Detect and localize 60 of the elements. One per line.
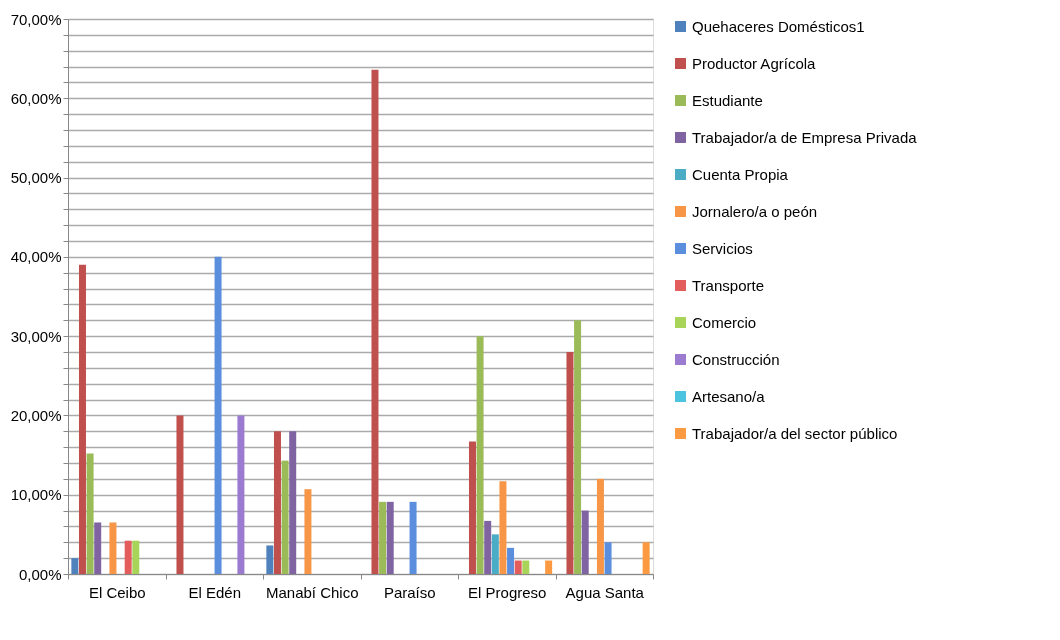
bar	[176, 415, 184, 574]
bar	[109, 522, 117, 574]
bar	[507, 547, 515, 574]
legend-label: Comercio	[692, 313, 757, 331]
bar	[237, 415, 245, 574]
bar	[604, 542, 612, 574]
y-tick-label: 50,00%	[10, 169, 62, 187]
legend-label: Trabajador/a de Empresa Privada	[692, 128, 918, 146]
bar	[484, 520, 492, 574]
y-tick-label: 70,00%	[10, 10, 62, 28]
bar	[468, 441, 476, 574]
y-tick-label: 10,00%	[10, 486, 62, 504]
bar	[289, 431, 297, 574]
bar	[71, 558, 79, 574]
y-tick-label: 0,00%	[18, 565, 62, 583]
legend-label: Cuenta Propia	[692, 165, 789, 183]
x-tick-label: El Progreso	[468, 583, 547, 601]
y-tick-label: 20,00%	[10, 406, 62, 424]
bar	[379, 501, 387, 574]
legend-label: Quehaceres Domésticos1	[692, 17, 865, 35]
legend-label: Transporte	[692, 276, 764, 294]
bar	[409, 501, 417, 574]
x-tick-label: Paraíso	[383, 583, 436, 601]
bar	[545, 560, 553, 574]
bar	[132, 540, 140, 574]
bar	[86, 453, 94, 574]
x-tick-label: El Edén	[188, 583, 242, 601]
bar	[304, 489, 312, 574]
legend-label: Artesano/a	[692, 387, 766, 405]
bar	[499, 481, 507, 574]
legend-label: Construcción	[692, 350, 780, 368]
y-tick-label: 60,00%	[10, 89, 62, 107]
bar	[214, 256, 222, 574]
bar	[124, 540, 132, 574]
x-tick-label: Agua Santa	[565, 583, 645, 601]
bar	[78, 264, 86, 574]
bar	[273, 431, 281, 574]
legend-label: Trabajador/a del sector público	[692, 424, 898, 442]
bar	[281, 460, 289, 574]
bar	[491, 534, 499, 574]
bar	[476, 336, 484, 574]
legend-label: Servicios	[692, 239, 753, 257]
legend-label: Jornalero/a o peón	[692, 202, 818, 220]
bar	[514, 560, 522, 574]
bar	[94, 522, 102, 574]
x-tick-label: Manabí Chico	[265, 583, 359, 601]
bar	[581, 510, 589, 574]
legend-label: Productor Agrícola	[692, 54, 817, 72]
bar	[642, 542, 650, 574]
y-tick-label: 40,00%	[10, 248, 62, 266]
bar	[371, 69, 379, 574]
bar	[574, 320, 582, 574]
bar	[566, 352, 574, 574]
x-tick-label: El Ceibo	[88, 583, 146, 601]
bar	[596, 478, 604, 574]
legend-label: Estudiante	[692, 91, 763, 109]
y-tick-label: 30,00%	[10, 327, 62, 345]
bar	[386, 501, 394, 574]
bar	[266, 545, 274, 574]
bar	[522, 560, 530, 574]
